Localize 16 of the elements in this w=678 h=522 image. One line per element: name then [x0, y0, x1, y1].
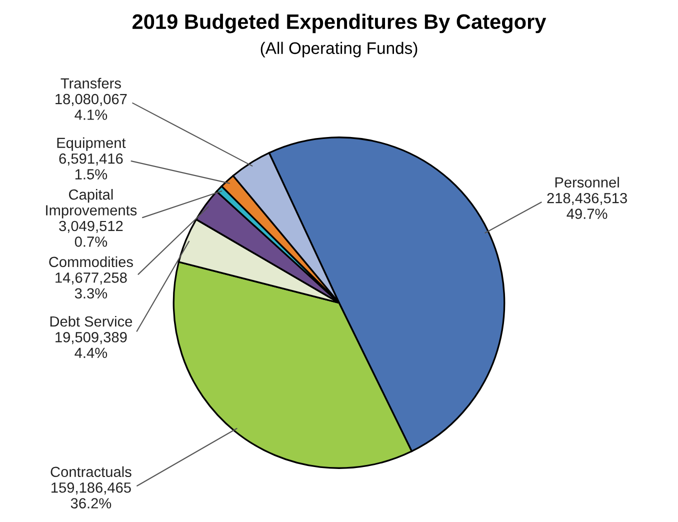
data-label: 14,677,258 3.3%	[56, 272, 127, 299]
data-label: 6,591,416 1.5%	[59, 153, 123, 180]
data-label: 159,186,465 36.2%	[52, 482, 131, 508]
slice-label: Commodities	[49, 256, 133, 268]
slice-label: Contractuals	[50, 466, 132, 478]
slice-label: Personnel	[555, 176, 619, 188]
slice-label: Capital Improvements	[46, 189, 137, 218]
data-label: 18,080,067 4.1%	[56, 94, 127, 120]
slice-label: Debt Service	[50, 316, 132, 327]
data-label: 3,049,512 0.7%	[59, 220, 123, 247]
chart-subtitle: (All Operating Funds)	[260, 42, 418, 58]
chart-title: 2019 Budgeted Expenditures By Category	[132, 14, 546, 34]
data-label: 218,436,513 49.7%	[547, 192, 627, 219]
slice-label: Transfers	[60, 78, 121, 89]
slice-label: Equipment	[57, 137, 126, 151]
data-label: 19,509,389 4.4%	[56, 332, 127, 358]
